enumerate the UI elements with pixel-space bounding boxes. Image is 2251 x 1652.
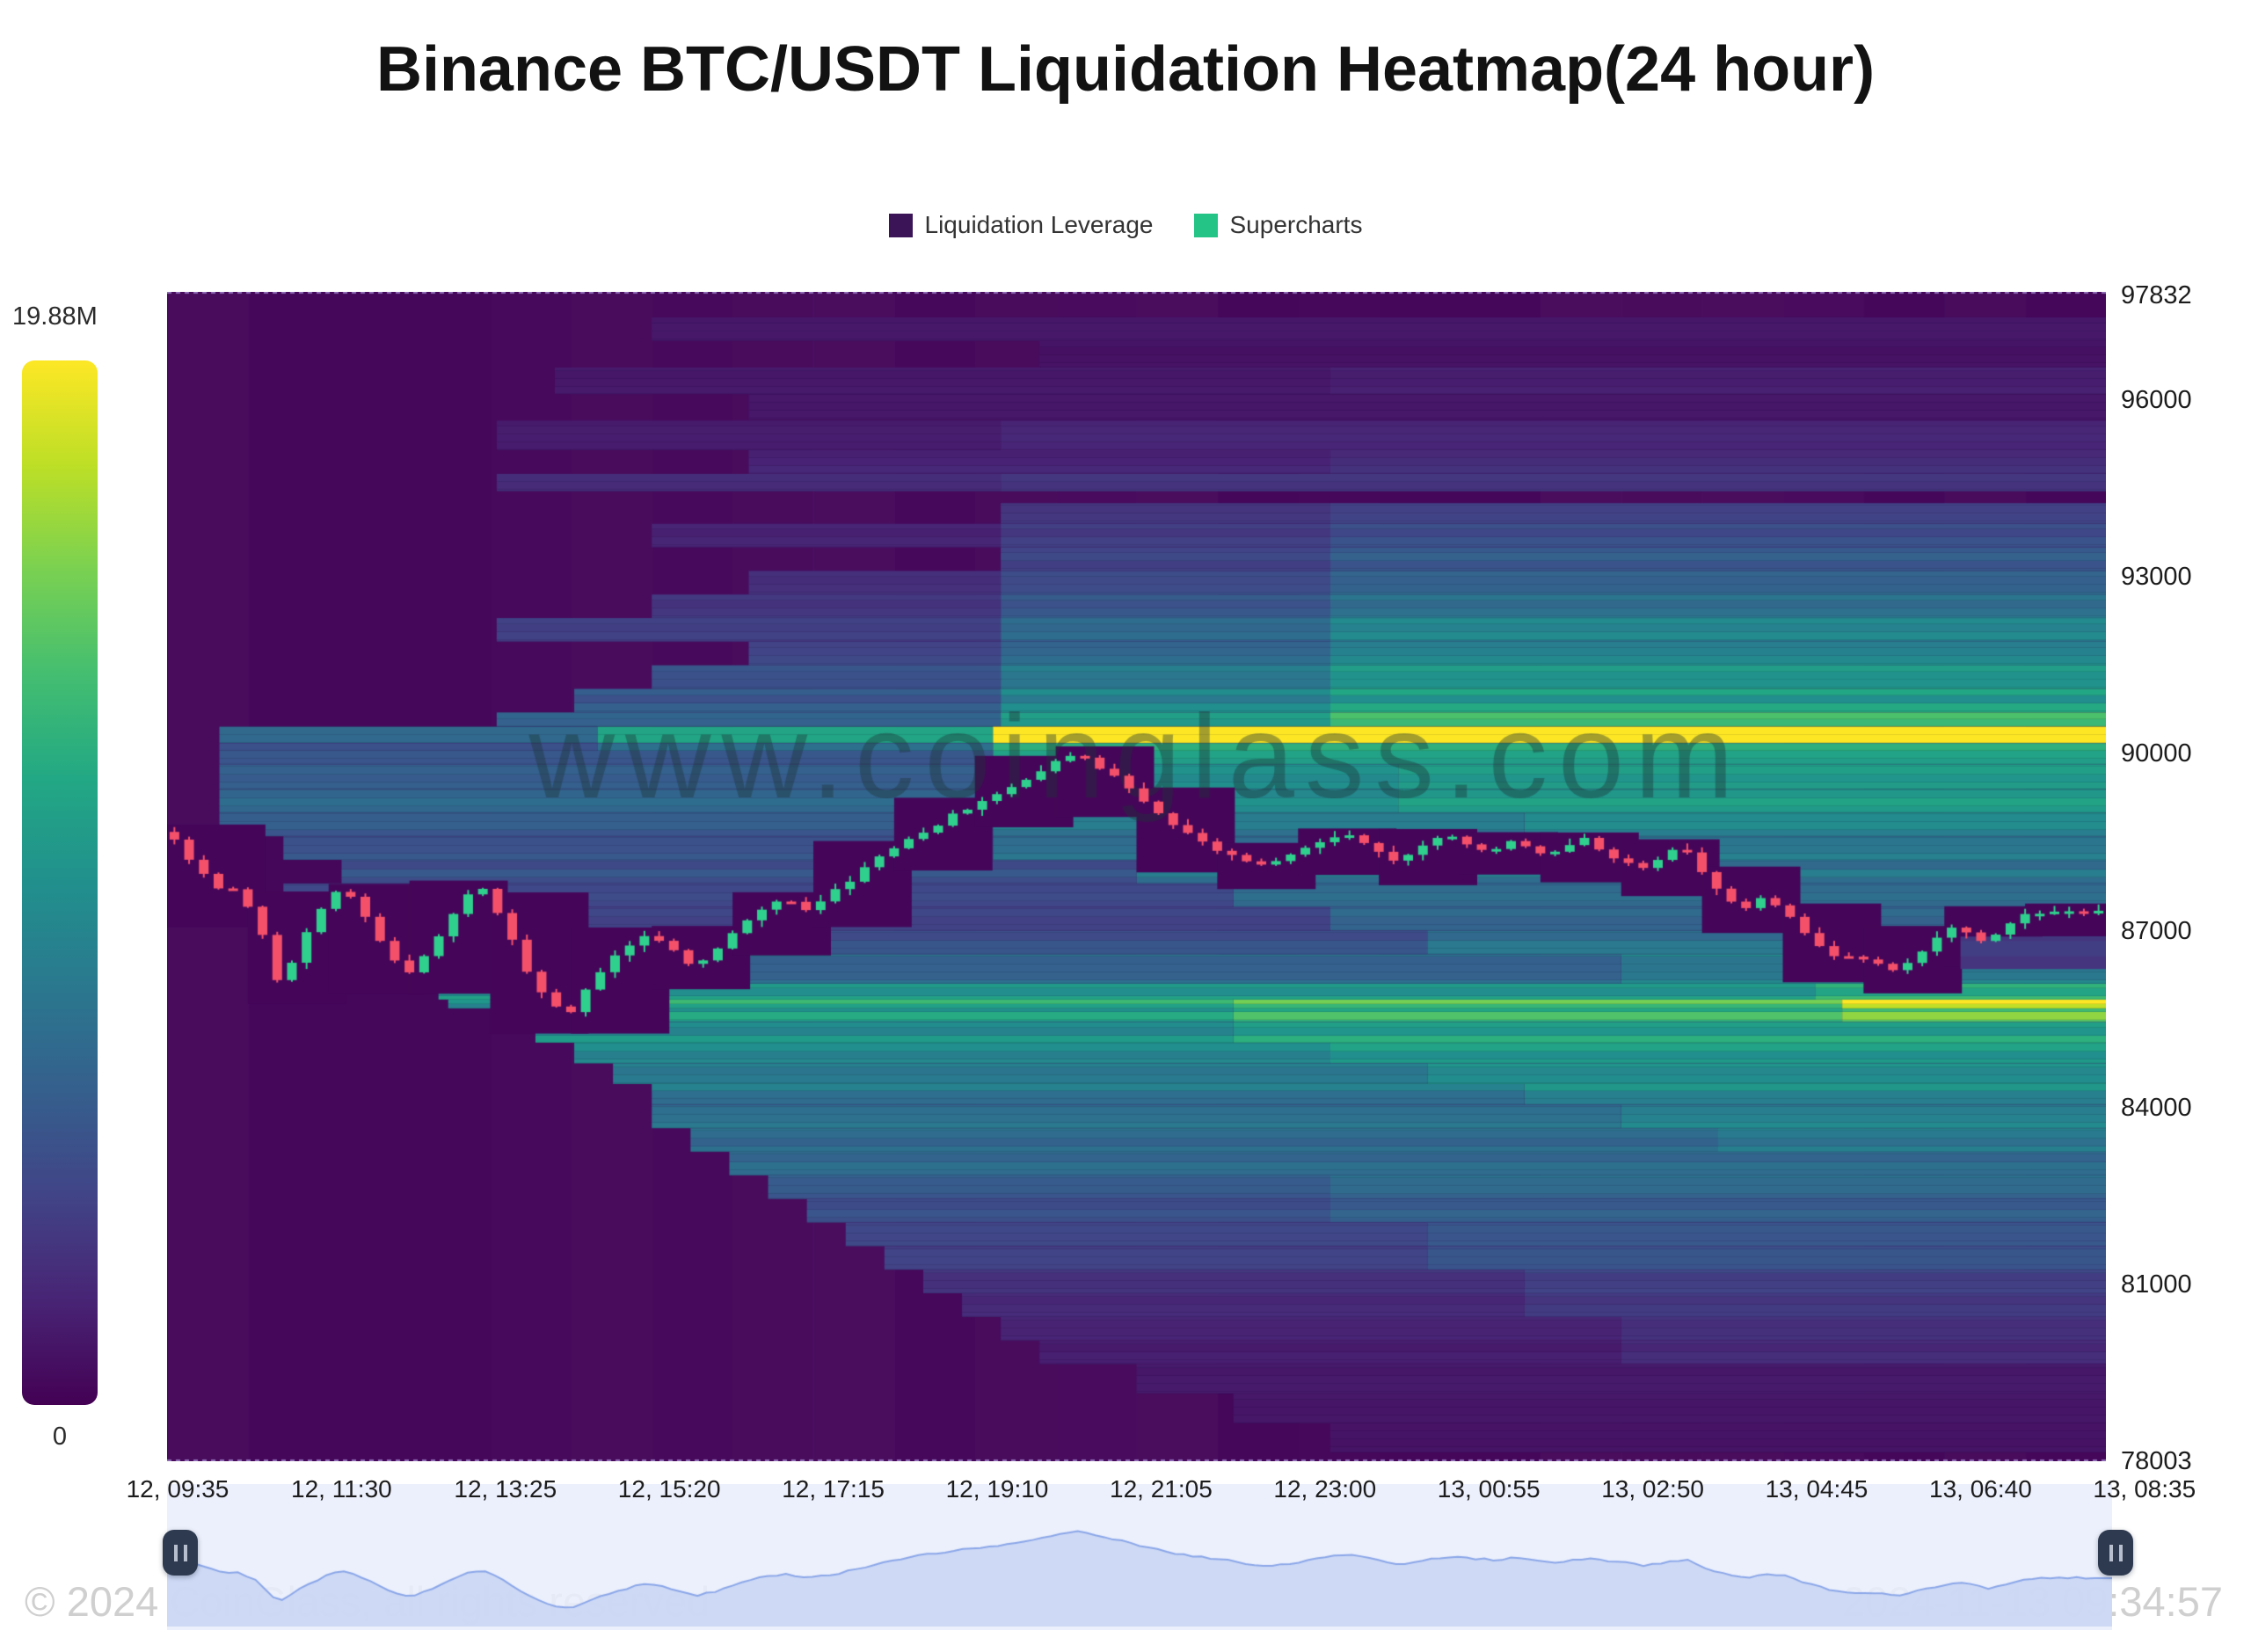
- colorbar-min-label: 0: [52, 1423, 68, 1451]
- legend-item-liquidation-leverage[interactable]: Liquidation Leverage: [888, 211, 1154, 239]
- main-chart-canvas[interactable]: [167, 292, 2106, 1461]
- time-tick-label: 12, 09:35: [126, 1475, 229, 1503]
- time-tick-label: 12, 13:25: [454, 1475, 557, 1503]
- supercharts-swatch-icon: [1193, 213, 1218, 237]
- price-tick-label: 84000: [2121, 1093, 2192, 1122]
- price-tick-label: 97832: [2121, 281, 2192, 309]
- price-tick-label: 96000: [2121, 385, 2192, 414]
- time-tick-label: 12, 21:05: [1110, 1475, 1213, 1503]
- time-tick-label: 13, 08:35: [2093, 1475, 2196, 1503]
- legend-label: Liquidation Leverage: [924, 211, 1154, 238]
- time-tick-label: 12, 15:20: [617, 1475, 721, 1503]
- heatmap-plot-area[interactable]: [167, 292, 2106, 1461]
- colorbar: [22, 360, 98, 1405]
- time-tick-label: 13, 02:50: [1601, 1475, 1704, 1503]
- time-tick-label: 12, 17:15: [782, 1475, 885, 1503]
- price-tick-label: 81000: [2121, 1270, 2192, 1299]
- time-tick-label: 12, 19:10: [945, 1475, 1049, 1503]
- legend-item-supercharts[interactable]: Supercharts: [1193, 211, 1363, 239]
- price-tick-label: 87000: [2121, 916, 2192, 945]
- time-tick-label: 13, 04:45: [1765, 1475, 1869, 1503]
- range-navigator[interactable]: [163, 1484, 2133, 1630]
- time-tick-label: 13, 06:40: [1929, 1475, 2032, 1503]
- time-tick-label: 12, 11:30: [291, 1475, 392, 1503]
- price-tick-label: 78003: [2121, 1447, 2192, 1475]
- navigator-right-handle[interactable]: [2098, 1530, 2133, 1576]
- time-tick-label: 13, 00:55: [1437, 1475, 1541, 1503]
- time-axis: 12, 09:35 12, 11:30 12, 13:25 12, 15:20 12, …: [0, 1475, 2251, 1507]
- colorbar-max-label: 19.88M: [12, 302, 98, 331]
- liquidation-leverage-swatch-icon: [888, 213, 913, 237]
- page-title: Binance BTC/USDT Liquidation Heatmap(24 …: [375, 34, 1876, 105]
- navigator-canvas[interactable]: [167, 1517, 2112, 1627]
- legend-label: Supercharts: [1229, 211, 1363, 238]
- navigator-left-handle[interactable]: [163, 1530, 198, 1576]
- price-tick-label: 93000: [2121, 563, 2192, 592]
- legend: Liquidation Leverage Supercharts: [0, 211, 2251, 239]
- price-tick-label: 90000: [2121, 739, 2192, 768]
- time-tick-label: 12, 23:00: [1273, 1475, 1377, 1503]
